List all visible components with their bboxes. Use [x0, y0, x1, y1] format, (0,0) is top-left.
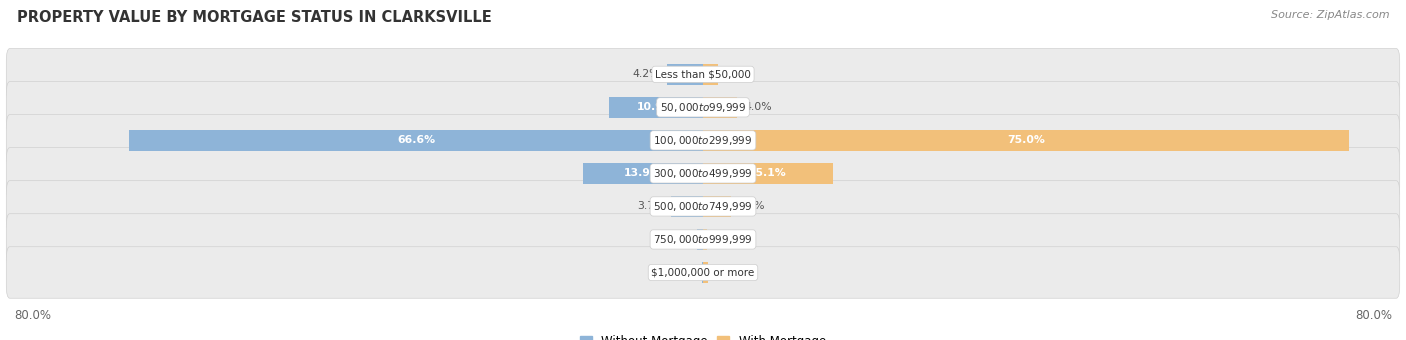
Text: Source: ZipAtlas.com: Source: ZipAtlas.com: [1271, 10, 1389, 20]
Bar: [666, 64, 703, 85]
FancyBboxPatch shape: [6, 49, 1400, 100]
Bar: [583, 163, 703, 184]
FancyBboxPatch shape: [6, 148, 1400, 199]
FancyBboxPatch shape: [6, 181, 1400, 232]
Text: 75.0%: 75.0%: [1007, 135, 1045, 146]
Text: 1.7%: 1.7%: [724, 69, 752, 79]
Text: PROPERTY VALUE BY MORTGAGE STATUS IN CLARKSVILLE: PROPERTY VALUE BY MORTGAGE STATUS IN CLA…: [17, 10, 492, 25]
Text: $500,000 to $749,999: $500,000 to $749,999: [654, 200, 752, 213]
Text: 10.9%: 10.9%: [637, 102, 675, 112]
Bar: [703, 130, 1348, 151]
Text: $100,000 to $299,999: $100,000 to $299,999: [654, 134, 752, 147]
FancyBboxPatch shape: [6, 82, 1400, 133]
Text: 80.0%: 80.0%: [14, 309, 51, 322]
Text: $50,000 to $99,999: $50,000 to $99,999: [659, 101, 747, 114]
Text: 13.9%: 13.9%: [624, 168, 662, 179]
Text: $750,000 to $999,999: $750,000 to $999,999: [654, 233, 752, 246]
Text: 0.57%: 0.57%: [714, 268, 749, 277]
Text: 3.2%: 3.2%: [738, 201, 765, 211]
Bar: [697, 229, 703, 250]
Text: 80.0%: 80.0%: [1355, 309, 1392, 322]
FancyBboxPatch shape: [6, 247, 1400, 298]
Bar: [703, 229, 707, 250]
Bar: [129, 130, 703, 151]
Bar: [703, 64, 717, 85]
FancyBboxPatch shape: [6, 214, 1400, 265]
Text: $1,000,000 or more: $1,000,000 or more: [651, 268, 755, 277]
Bar: [703, 163, 832, 184]
FancyBboxPatch shape: [6, 115, 1400, 166]
Text: 0.48%: 0.48%: [714, 235, 748, 244]
Text: 66.6%: 66.6%: [396, 135, 436, 146]
Bar: [703, 97, 738, 118]
Text: Less than $50,000: Less than $50,000: [655, 69, 751, 79]
Text: 0.07%: 0.07%: [661, 268, 696, 277]
Text: 15.1%: 15.1%: [749, 168, 787, 179]
Text: 0.67%: 0.67%: [655, 235, 690, 244]
Text: 4.0%: 4.0%: [744, 102, 772, 112]
Bar: [703, 262, 707, 283]
Legend: Without Mortgage, With Mortgage: Without Mortgage, With Mortgage: [581, 335, 825, 340]
Text: $300,000 to $499,999: $300,000 to $499,999: [654, 167, 752, 180]
Bar: [671, 196, 703, 217]
Text: 4.2%: 4.2%: [633, 69, 659, 79]
Bar: [609, 97, 703, 118]
Text: 3.7%: 3.7%: [637, 201, 664, 211]
Bar: [703, 196, 731, 217]
